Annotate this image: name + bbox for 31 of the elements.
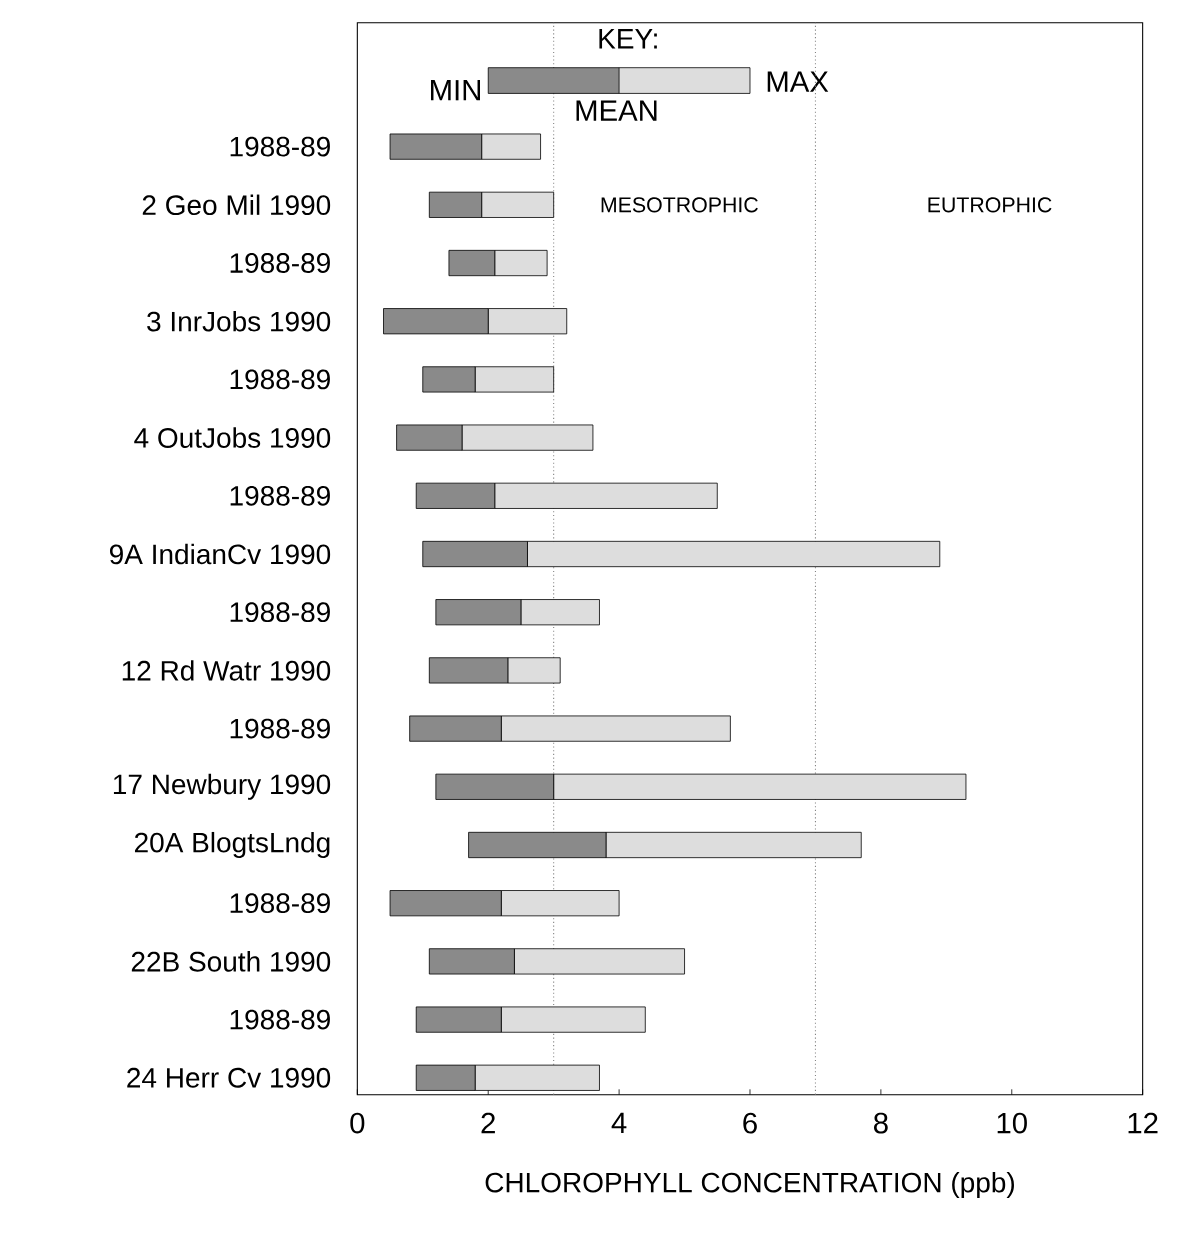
y-tick-label: 3 InrJobs 1990 (147, 310, 331, 332)
x-tick-label: 0 (350, 1112, 365, 1134)
y-tick-label: 22B South 1990 (131, 951, 331, 972)
annotation: EUTROPHIC (928, 197, 1052, 213)
y-tick-label: 20A BlogtsLndg (134, 831, 330, 859)
y-tick-label: 1988-89 (230, 893, 330, 914)
y-tick-label: 24 Herr Cv 1990 (127, 1067, 331, 1088)
x-axis-title: CHLOROPHYLL CONCENTRATION (ppb) (485, 1171, 1014, 1199)
y-tick-label: 4 OutJobs 1990 (134, 427, 331, 448)
x-tick-label: 8 (874, 1112, 888, 1134)
y-tick-label: 1988-89 (230, 718, 330, 739)
legend-title: KEY: (599, 29, 657, 49)
x-tick-label: 6 (743, 1112, 757, 1134)
y-tick-label: 1988-89 (230, 136, 330, 157)
y-tick-label: 9A IndianCv 1990 (110, 543, 331, 565)
y-tick-label: 17 Newbury 1990 (113, 773, 331, 800)
x-tick-label: 4 (611, 1112, 627, 1133)
y-tick-label: 1988-89 (230, 253, 330, 273)
y-tick-label: 1988-89 (230, 602, 330, 623)
y-tick-label: 1988-89 (230, 485, 330, 506)
y-tick-label: 1988-89 (230, 1009, 330, 1030)
x-tick-label: 2 (481, 1112, 495, 1134)
y-tick-label: 12 Rd Watr 1990 (122, 660, 331, 681)
y-tick-label: 2 Geo Mil 1990 (142, 194, 331, 216)
x-tick-label: 10 (997, 1112, 1027, 1134)
y-tick-label: 1988-89 (230, 369, 330, 390)
annotation: MEAN (576, 100, 657, 121)
text: MIN (431, 80, 480, 101)
text: MAX (767, 71, 829, 92)
x-tick-label: 12 (1128, 1112, 1158, 1134)
annotation: MESOTROPHIC (601, 197, 758, 213)
